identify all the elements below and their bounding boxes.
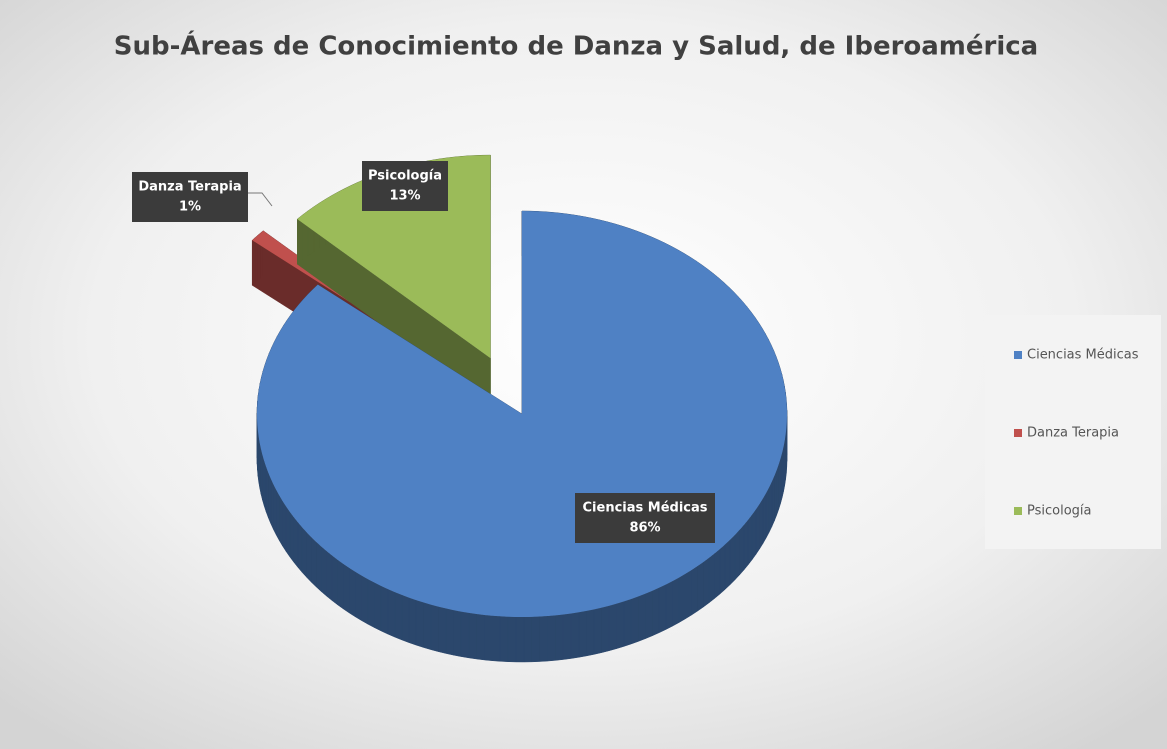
legend-label: Psicología <box>1027 504 1092 519</box>
legend-label: Ciencias Médicas <box>1027 348 1139 363</box>
label-box <box>132 172 248 222</box>
data-label-name: Danza Terapia <box>138 180 241 195</box>
legend-swatch <box>1014 507 1022 515</box>
data-label-name: Psicología <box>368 169 442 184</box>
legend-swatch <box>1014 429 1022 437</box>
data-label-value: 86% <box>629 521 660 536</box>
legend-label: Danza Terapia <box>1027 426 1119 441</box>
label-box <box>575 493 715 543</box>
data-label-name: Ciencias Médicas <box>583 501 708 516</box>
chart-title: Sub-Áreas de Conocimiento de Danza y Sal… <box>114 30 1038 62</box>
label-box <box>362 161 448 211</box>
data-label-value: 13% <box>389 189 420 204</box>
data-label-value: 1% <box>179 200 201 215</box>
leader-line <box>248 192 273 207</box>
legend-swatch <box>1014 351 1022 359</box>
